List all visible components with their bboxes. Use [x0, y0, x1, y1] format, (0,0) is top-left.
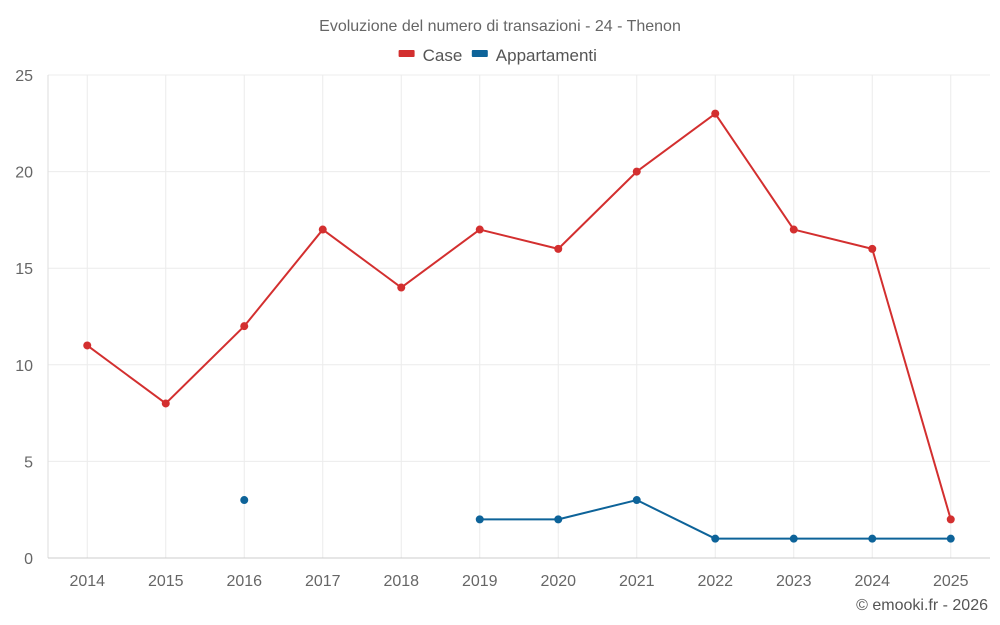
x-tick-label: 2022 [697, 573, 733, 590]
data-point[interactable] [83, 341, 92, 350]
legend-swatch [398, 50, 415, 57]
series-case [83, 109, 955, 524]
x-tick-label: 2015 [148, 573, 184, 590]
data-point[interactable] [868, 244, 877, 253]
data-point[interactable] [318, 225, 327, 234]
x-tick-label: 2016 [226, 573, 262, 590]
data-point[interactable] [475, 225, 484, 234]
x-tick-label: 2024 [854, 573, 890, 590]
grid [48, 74, 990, 559]
data-point[interactable] [711, 534, 720, 543]
data-point[interactable] [554, 244, 563, 253]
x-tick-label: 2018 [383, 573, 419, 590]
data-point[interactable] [789, 534, 798, 543]
data-point[interactable] [554, 515, 563, 524]
data-point[interactable] [632, 167, 641, 176]
x-tick-label: 2014 [69, 573, 105, 590]
data-point[interactable] [868, 534, 877, 543]
y-tick-label: 5 [24, 454, 33, 471]
y-tick-label: 15 [15, 261, 33, 278]
legend-swatch [471, 50, 488, 57]
legend[interactable]: Case Appartamenti [398, 46, 597, 65]
data-point[interactable] [161, 399, 170, 408]
legend-label: Appartamenti [496, 46, 597, 65]
series-line-case [86, 112, 952, 520]
data-point[interactable] [240, 322, 249, 331]
y-tick-label: 0 [24, 551, 33, 568]
y-tick-label: 20 [15, 165, 33, 182]
data-point[interactable] [789, 225, 798, 234]
chart-title: Evoluzione del numero di transazioni - 2… [319, 18, 681, 35]
data-point[interactable] [946, 515, 955, 524]
data-point[interactable] [240, 496, 249, 505]
data-point[interactable] [475, 515, 484, 524]
data-point[interactable] [632, 496, 641, 505]
x-tick-label: 2017 [305, 573, 341, 590]
legend-item-appartamenti[interactable]: Appartamenti [471, 46, 597, 65]
x-tick-label: 2025 [933, 573, 969, 590]
x-tick-label: 2021 [619, 573, 655, 590]
x-tick-label: 2023 [776, 573, 812, 590]
x-tick-label: 2020 [540, 573, 576, 590]
legend-item-case[interactable]: Case [398, 46, 463, 65]
data-point[interactable] [946, 534, 955, 543]
y-tick-label: 10 [15, 358, 33, 375]
data-point[interactable] [711, 109, 720, 118]
x-tick-label: 2019 [462, 573, 498, 590]
credit-text: © emooki.fr - 2026 [856, 597, 988, 614]
y-tick-label: 25 [15, 68, 33, 85]
legend-label: Case [423, 46, 463, 65]
series-layer [83, 109, 955, 543]
series-appartamenti [240, 496, 955, 543]
data-point[interactable] [397, 283, 406, 292]
